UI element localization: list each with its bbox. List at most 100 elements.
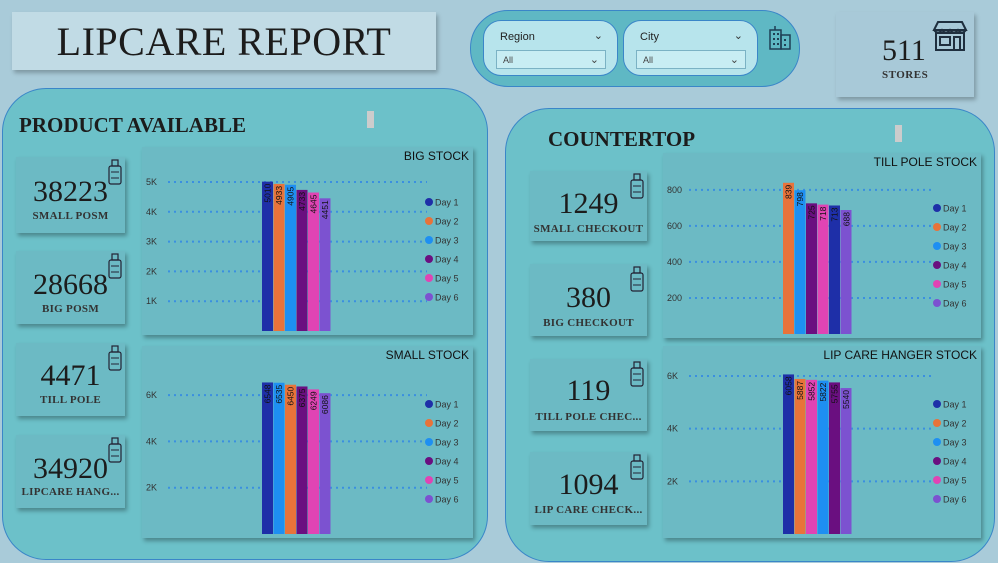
legend-label: Day 5 <box>943 280 967 290</box>
chevron-down-icon[interactable]: ⌄ <box>733 30 743 42</box>
data-label: 5887 <box>795 381 805 400</box>
region-slicer[interactable]: Region ⌄ All ⌄ <box>483 20 618 76</box>
small-checkout-card: 1249 SMALL CHECKOUT <box>530 171 647 241</box>
legend-label: Day 2 <box>943 419 967 429</box>
region-dropdown[interactable]: All ⌄ <box>496 50 606 69</box>
legend-dot <box>933 204 941 212</box>
stores-value: 511 <box>882 34 926 67</box>
data-label: 6086 <box>320 395 330 414</box>
chart-title: TILL POLE STOCK <box>873 155 977 169</box>
bar <box>817 204 829 334</box>
legend-dot <box>933 400 941 408</box>
bar <box>783 182 794 334</box>
legend-label: Day 3 <box>435 438 459 448</box>
stores-card: 511 STORES <box>836 12 974 97</box>
big-checkout-card: 380 BIG CHECKOUT <box>530 264 647 336</box>
big-stock-chart-svg: 1K 2K 3K 4K 5K 5010 4933 4905 4733 4645 4451 Day 1 D… <box>146 177 459 331</box>
till-pole-stock-chart[interactable]: 200 400 600 800 839 798 725 718 713 688 Day 1 Day 2… <box>663 153 981 338</box>
lip-balm-icon <box>108 437 122 463</box>
bar <box>794 378 806 534</box>
bar <box>319 393 331 534</box>
bar <box>319 198 331 331</box>
chevron-down-icon[interactable]: ⌄ <box>589 54 599 66</box>
card-value: 28668 <box>33 268 108 301</box>
bar <box>285 184 296 331</box>
city-slicer[interactable]: City ⌄ All ⌄ <box>623 20 758 76</box>
legend-dot <box>425 400 433 408</box>
big-stock-chart[interactable]: 1K 2K 3K 4K 5K 5010 4933 4905 4733 4645 4451 Day 1 D… <box>142 147 473 335</box>
data-label: 725 <box>807 205 817 219</box>
lip-balm-icon <box>630 266 644 292</box>
legend-label: Day 3 <box>943 438 967 448</box>
bar <box>296 386 308 534</box>
legend-label: Day 4 <box>435 255 459 265</box>
y-tick-label: 800 <box>667 185 682 195</box>
legend-label: Day 1 <box>943 204 967 214</box>
data-label: 6548 <box>263 384 273 403</box>
chart-title: SMALL STOCK <box>385 348 469 362</box>
card-label: SMALL CHECKOUT <box>533 223 644 235</box>
card-label: LIP CARE CHECK... <box>534 504 643 516</box>
legend-label: Day 3 <box>943 242 967 252</box>
bar <box>273 382 285 534</box>
bar <box>285 384 296 534</box>
stores-label: STORES <box>882 69 929 81</box>
card-label: BIG CHECKOUT <box>543 317 634 329</box>
lip-balm-icon <box>630 173 644 199</box>
chevron-down-icon[interactable]: ⌄ <box>593 30 603 42</box>
legend-dot <box>425 438 433 446</box>
data-label: 6249 <box>309 391 319 410</box>
legend-dot <box>933 299 941 307</box>
y-tick-label: 2K <box>146 266 157 276</box>
small-stock-chart[interactable]: 2K 4K 6K 6548 6535 6450 6375 6249 6086 Day 1 Day 2… <box>142 346 473 538</box>
legend-label: Day 5 <box>435 476 459 486</box>
card-value: 1249 <box>558 187 619 220</box>
lip-care-hanger-stock-chart[interactable]: 2K 4K 6K 6058 5887 5852 5822 5755 5540 Day 1 Day 2… <box>663 346 981 538</box>
region-dropdown-value: All <box>503 55 514 65</box>
lip-care-checkout-card: 1094 LIP CARE CHECK... <box>530 452 647 525</box>
legend-label: Day 2 <box>435 419 459 429</box>
region-slicer-label: Region <box>500 31 535 43</box>
data-label: 4905 <box>286 187 296 206</box>
data-label: 798 <box>795 192 805 206</box>
y-tick-label: 4K <box>667 424 678 434</box>
chart-title: LIP CARE HANGER STOCK <box>823 348 977 362</box>
y-tick-label: 4K <box>146 436 157 446</box>
data-label: 5822 <box>818 382 828 401</box>
legend-dot <box>933 438 941 446</box>
bar <box>273 183 285 331</box>
lip-care-hanger-stock-chart-svg: 2K 4K 6K 6058 5887 5852 5822 5755 5540 Day 1 Day 2… <box>667 371 967 534</box>
till-pole-card: 4471 TILL POLE <box>16 343 125 416</box>
report-title-box: LIPCARE REPORT <box>12 12 436 70</box>
y-tick-label: 4K <box>146 207 157 217</box>
card-label: TILL POLE <box>39 394 102 406</box>
data-label: 5540 <box>841 390 851 409</box>
report-title: LIPCARE REPORT <box>56 18 392 64</box>
legend-label: Day 6 <box>943 299 967 309</box>
small-stock-chart-svg: 2K 4K 6K 6548 6535 6450 6375 6249 6086 Day 1 Day 2… <box>146 382 459 534</box>
legend-dot <box>425 198 433 206</box>
lip-balm-icon <box>630 361 644 387</box>
data-label: 4733 <box>297 192 307 211</box>
data-label: 4645 <box>309 194 319 213</box>
lip-balm-icon <box>108 159 122 185</box>
chevron-down-icon[interactable]: ⌄ <box>729 54 739 66</box>
store-icon <box>932 21 968 51</box>
data-label: 4451 <box>320 200 330 219</box>
legend-label: Day 1 <box>435 198 459 208</box>
bar <box>794 190 806 334</box>
legend-dot <box>933 495 941 503</box>
legend-label: Day 6 <box>943 495 967 505</box>
legend-dot <box>933 419 941 427</box>
bar <box>840 210 852 334</box>
city-dropdown[interactable]: All ⌄ <box>636 50 746 69</box>
y-tick-label: 2K <box>146 483 157 493</box>
lip-balm-icon <box>108 253 122 279</box>
bar <box>829 205 840 334</box>
y-tick-label: 1K <box>146 296 157 306</box>
card-label: BIG POSM <box>41 303 100 315</box>
bar <box>308 192 319 331</box>
lip-balm-icon <box>630 454 644 480</box>
legend-dot <box>933 261 941 269</box>
